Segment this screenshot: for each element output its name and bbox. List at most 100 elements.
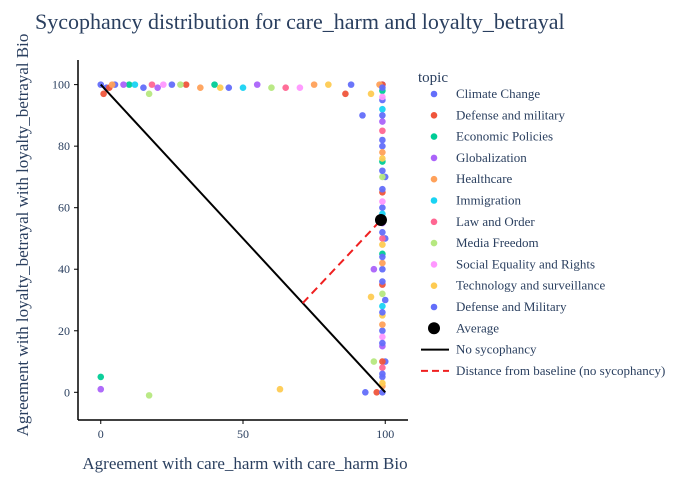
legend-label-5: Immigration	[456, 193, 521, 208]
legend-title: topic	[418, 70, 448, 86]
point-4-5	[379, 259, 386, 267]
point-5-4	[379, 302, 386, 310]
point-1-0	[100, 90, 107, 98]
point-7-2	[177, 81, 184, 88]
point-2-2	[211, 81, 218, 88]
point-4-6	[379, 321, 386, 328]
point-4-1	[197, 84, 204, 91]
point-3-0	[97, 385, 105, 393]
legend-label-2: Economic Policies	[456, 129, 553, 144]
point-7-3	[268, 84, 275, 91]
x-tick-label-1: 50	[237, 427, 249, 441]
point-0-13	[379, 327, 386, 335]
point-0-7	[359, 112, 366, 119]
point-4-2	[310, 81, 318, 88]
point-2-1	[125, 81, 133, 88]
point-10-10	[379, 370, 386, 378]
legend-label-1: Defense and military	[456, 107, 566, 122]
y-tick-label-2: 40	[58, 262, 70, 276]
point-6-2	[379, 127, 386, 135]
legend-label-3: Globalization	[456, 150, 527, 165]
point-0-3	[140, 84, 147, 91]
point-1-8	[373, 389, 381, 396]
point-9-1	[367, 293, 375, 301]
average-point	[374, 214, 387, 226]
point-10-5	[379, 229, 386, 236]
point-8-1	[296, 84, 304, 91]
point-0-5	[225, 84, 233, 91]
y-tick-label-1: 20	[58, 324, 70, 338]
point-9-8	[379, 379, 386, 387]
point-3-1	[120, 81, 127, 88]
axes-layer: 0 50 100 0 20 40 60 80 100	[52, 60, 408, 441]
point-7-4	[370, 358, 378, 365]
legend-marker-5	[430, 197, 438, 204]
legend-marker-6	[430, 218, 438, 226]
point-7-1	[145, 90, 153, 98]
point-6-3	[379, 235, 386, 242]
point-10-1	[379, 112, 386, 119]
point-7-6	[379, 290, 386, 298]
point-5-1	[239, 84, 247, 91]
x-tick-label-0: 0	[98, 427, 104, 441]
point-6-4	[379, 364, 386, 371]
y-tick-label-3: 60	[58, 201, 70, 215]
point-3-4	[370, 265, 378, 273]
point-9-0	[276, 385, 284, 393]
legend-label-distance: Distance from baseline (no sycophancy)	[456, 363, 665, 378]
distance-line	[302, 219, 382, 304]
point-1-7	[379, 358, 386, 365]
legend-marker-10	[430, 303, 438, 311]
y-tick-label-4: 80	[58, 139, 70, 153]
legend-label-10: Defense and Military	[456, 299, 567, 314]
point-5-2	[379, 105, 386, 113]
legend-label-no-sycophancy: No sycophancy	[456, 342, 537, 357]
point-10-6	[379, 253, 386, 261]
point-4-4	[379, 149, 386, 156]
point-5-0	[131, 81, 139, 88]
point-7-0	[145, 392, 153, 399]
legend-marker-7	[430, 239, 438, 247]
point-2-0	[97, 373, 105, 381]
legend-marker-3	[430, 154, 438, 162]
legend-label-8: Social Equality and Rights	[456, 256, 595, 271]
y-axis-title: Agreement with loyalty_betrayal with loy…	[13, 34, 32, 437]
y-tick-label-0: 0	[64, 385, 70, 399]
point-8-3	[379, 198, 386, 205]
legend-marker-1	[430, 112, 438, 119]
point-1-3	[342, 90, 349, 98]
points-layer	[97, 81, 389, 399]
lines-layer	[100, 83, 387, 393]
point-3-5	[379, 118, 386, 125]
point-8-2	[379, 93, 386, 101]
chart-title: Sycophancy distribution for care_harm an…	[35, 9, 565, 34]
point-0-12	[379, 265, 386, 273]
point-0-10	[379, 142, 386, 150]
x-tick-label-2: 100	[376, 427, 394, 441]
point-4-0	[108, 81, 116, 88]
point-9-5	[379, 155, 386, 162]
point-3-2	[154, 84, 161, 91]
point-0-18	[381, 296, 389, 304]
no-sycophancy-line	[100, 83, 386, 393]
x-axis-title: Agreement with care_harm with care_harm …	[82, 454, 407, 473]
point-10-9	[379, 339, 386, 347]
legend-marker-8	[430, 261, 438, 268]
point-10-7	[379, 278, 386, 285]
legend-marker-2	[430, 133, 438, 140]
legend-marker-9	[430, 282, 438, 290]
legend-label-average: Average	[456, 320, 499, 335]
legend-marker-average	[428, 322, 440, 335]
point-7-5	[379, 173, 386, 181]
point-0-11	[379, 204, 386, 211]
point-10-8	[379, 309, 386, 316]
legend: topic Climate Change Defense and military…	[418, 70, 665, 378]
point-10-4	[379, 185, 386, 193]
point-10-3	[379, 167, 386, 175]
point-1-2	[182, 81, 190, 88]
legend-label-9: Technology and surveillance	[456, 278, 605, 293]
point-9-2	[367, 90, 375, 98]
point-9-6	[379, 241, 386, 248]
point-6-1	[282, 84, 289, 91]
